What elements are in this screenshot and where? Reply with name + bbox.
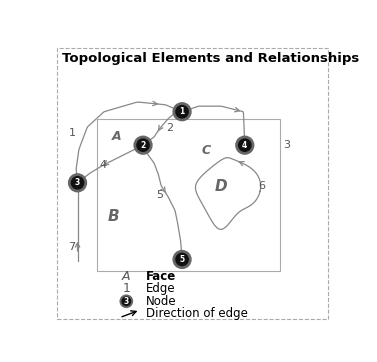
Circle shape [137, 139, 149, 151]
Text: 1: 1 [179, 107, 185, 116]
Text: A: A [122, 270, 130, 283]
Text: Node: Node [146, 295, 176, 308]
Circle shape [69, 174, 86, 192]
Circle shape [173, 251, 191, 268]
Text: 3: 3 [283, 140, 290, 150]
Circle shape [173, 103, 191, 121]
Circle shape [122, 297, 130, 306]
Text: D: D [215, 180, 227, 194]
Text: 3: 3 [75, 178, 80, 187]
FancyBboxPatch shape [97, 119, 280, 271]
Text: Face: Face [146, 270, 176, 283]
Text: 5: 5 [156, 190, 163, 200]
Circle shape [236, 136, 254, 154]
Circle shape [176, 106, 188, 118]
Text: Direction of edge: Direction of edge [146, 307, 248, 320]
Text: 1: 1 [69, 128, 75, 138]
Text: Edge: Edge [146, 282, 175, 295]
Text: Topological Elements and Relationships: Topological Elements and Relationships [62, 52, 359, 65]
Text: A: A [112, 130, 121, 143]
Circle shape [239, 139, 251, 151]
FancyBboxPatch shape [57, 48, 328, 319]
Text: 2: 2 [166, 123, 173, 134]
Circle shape [71, 177, 84, 189]
Text: 4: 4 [99, 160, 106, 170]
Text: 3: 3 [124, 297, 129, 306]
Circle shape [120, 295, 132, 307]
Text: C: C [201, 144, 210, 157]
Circle shape [134, 136, 152, 154]
Text: B: B [108, 209, 120, 224]
Text: 4: 4 [242, 141, 247, 150]
Text: 1: 1 [123, 282, 130, 295]
Text: 5: 5 [179, 255, 185, 264]
Text: 2: 2 [140, 141, 146, 150]
Text: 7: 7 [68, 242, 75, 252]
Circle shape [176, 253, 188, 266]
Text: 6: 6 [258, 181, 265, 191]
